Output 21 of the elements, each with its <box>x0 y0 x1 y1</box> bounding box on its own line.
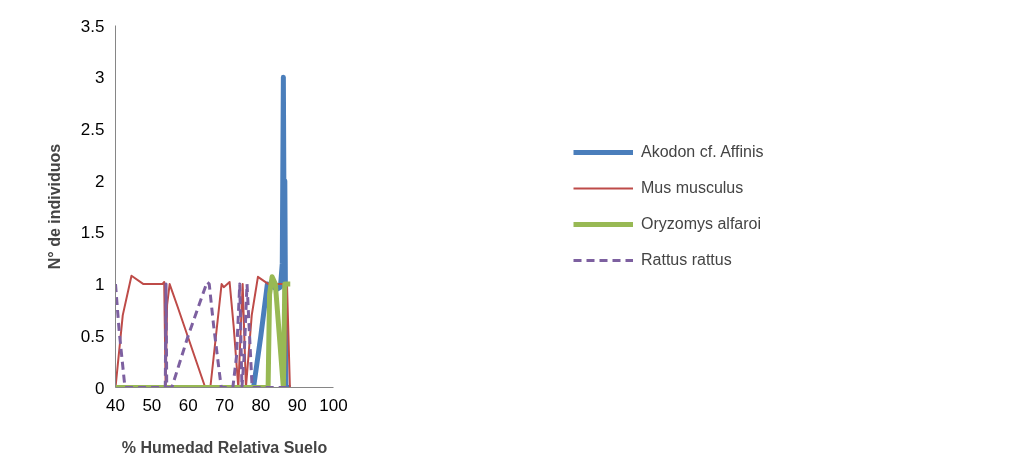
x-tick-label: 60 <box>178 395 198 415</box>
legend-label: Rattus rattus <box>641 251 733 269</box>
y-tick-label: 1.5 <box>80 223 105 243</box>
legend-label: Oryzomys alfaroi <box>641 215 763 233</box>
y-tick-label: 2.5 <box>80 119 105 139</box>
x-axis-title: % Humedad Relativa Suelo <box>121 438 328 456</box>
legend-label: Mus musculus <box>641 179 745 197</box>
y-tick-label: 0.5 <box>80 326 105 346</box>
y-tick-label: 3 <box>95 68 105 88</box>
x-tick-label: 50 <box>142 395 162 415</box>
legend-label: Akodon cf. Affinis <box>641 143 765 161</box>
x-tick-label: 40 <box>106 395 125 415</box>
x-tick-label: 100 <box>319 395 348 415</box>
x-tick-label: 80 <box>251 395 271 415</box>
x-tick-label: 70 <box>215 395 234 415</box>
y-tick-label: 1 <box>95 275 105 295</box>
y-axis-title: N° de individuos <box>45 143 63 270</box>
y-tick-label: 3.5 <box>80 16 105 36</box>
y-tick-label: 0 <box>95 378 105 398</box>
y-tick-label: 2 <box>95 171 105 191</box>
x-tick-label: 90 <box>287 395 307 415</box>
